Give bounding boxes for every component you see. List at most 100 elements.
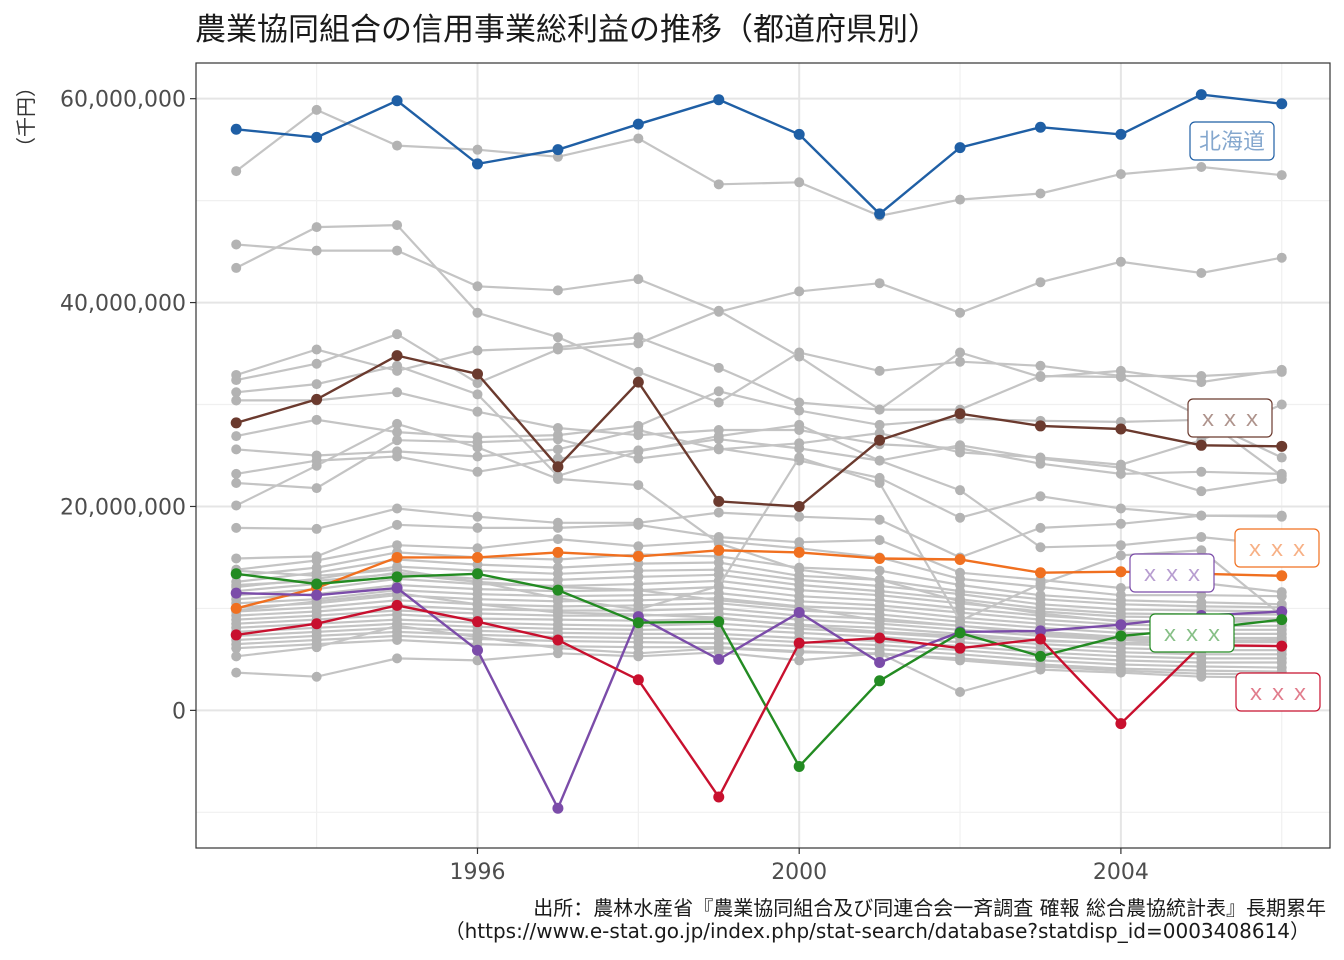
data-point (231, 375, 242, 386)
data-point (1115, 667, 1126, 678)
series-1 (230, 350, 1288, 512)
data-point (713, 397, 724, 408)
data-point (954, 642, 966, 654)
series-label-box (1235, 672, 1321, 712)
data-point (231, 643, 242, 654)
series-line (236, 624, 1282, 676)
data-point (874, 632, 886, 644)
data-point (1276, 170, 1287, 181)
data-point (311, 104, 322, 115)
data-point (633, 366, 644, 377)
data-point (472, 655, 483, 666)
data-point (633, 274, 644, 285)
data-point (1276, 364, 1287, 375)
data-point (472, 345, 483, 356)
data-point (311, 578, 323, 590)
data-point (231, 239, 242, 250)
data-point (392, 435, 403, 446)
data-point (713, 434, 724, 445)
data-point (311, 483, 322, 494)
data-point (1276, 570, 1288, 582)
data-point (794, 351, 805, 362)
data-point (231, 444, 242, 455)
data-point (1196, 510, 1207, 521)
data-point (1115, 540, 1126, 551)
data-point (552, 453, 563, 464)
data-point (1115, 169, 1126, 180)
series-other (231, 104, 1287, 221)
data-point (713, 536, 724, 547)
data-point (311, 131, 323, 143)
data-point (713, 362, 724, 373)
data-point (471, 568, 483, 580)
data-point (472, 144, 483, 155)
data-point (1115, 256, 1126, 267)
data-point (793, 546, 805, 558)
data-point (311, 245, 322, 256)
data-point (1195, 89, 1207, 101)
data-point (874, 278, 885, 289)
data-point (874, 565, 885, 576)
data-point (231, 262, 242, 273)
data-point (1276, 252, 1287, 263)
data-point (1196, 486, 1207, 497)
series-3 (230, 582, 1288, 814)
data-point (794, 562, 805, 573)
series-label: ｘｘｘ (1139, 562, 1205, 587)
data-point (231, 651, 242, 662)
data-point (472, 543, 483, 554)
data-point (954, 627, 966, 639)
data-point (231, 431, 242, 442)
data-point (392, 427, 403, 438)
series-line (236, 565, 1282, 613)
series-line (236, 456, 1283, 623)
series-labels: 北海道 ｘｘｘ ｘｘｘ ｘｘｘ ｘｘｘ ｘｘｘ (1129, 121, 1321, 712)
data-point (1034, 420, 1046, 432)
data-point (1276, 614, 1288, 626)
data-point (955, 512, 966, 523)
data-point (1035, 542, 1046, 553)
data-point (1196, 377, 1207, 388)
data-point (230, 587, 242, 599)
data-point (391, 571, 403, 583)
data-point (793, 760, 805, 772)
data-point (633, 541, 644, 552)
data-point (231, 166, 242, 177)
data-point (955, 485, 966, 496)
series-line (236, 630, 1282, 664)
data-point (1035, 664, 1046, 675)
data-point (794, 511, 805, 522)
data-point (230, 417, 242, 429)
data-point (552, 344, 563, 355)
data-point (311, 618, 323, 630)
series-other (231, 387, 1287, 479)
data-point (1195, 439, 1207, 451)
data-point (633, 338, 644, 349)
data-point (954, 408, 966, 420)
data-point (311, 460, 322, 471)
data-point (793, 607, 805, 618)
data-point (392, 653, 403, 664)
data-point (472, 307, 483, 318)
data-point (552, 802, 564, 814)
data-point (633, 453, 644, 464)
data-point (311, 642, 322, 653)
data-point (472, 451, 483, 462)
data-point (552, 534, 563, 545)
y-tick-label: 20,000,000 (60, 495, 186, 520)
data-point (392, 620, 403, 631)
data-point (1034, 650, 1046, 662)
series-line (236, 403, 1283, 466)
data-point (1035, 370, 1046, 381)
data-point (874, 675, 886, 687)
data-point (1276, 440, 1288, 452)
data-point (1035, 522, 1046, 533)
data-point (874, 434, 886, 446)
data-point (552, 473, 563, 484)
data-point (231, 478, 242, 489)
data-point (1115, 468, 1126, 479)
data-point (874, 365, 885, 376)
series-line (235, 354, 1282, 508)
data-point (955, 615, 966, 626)
